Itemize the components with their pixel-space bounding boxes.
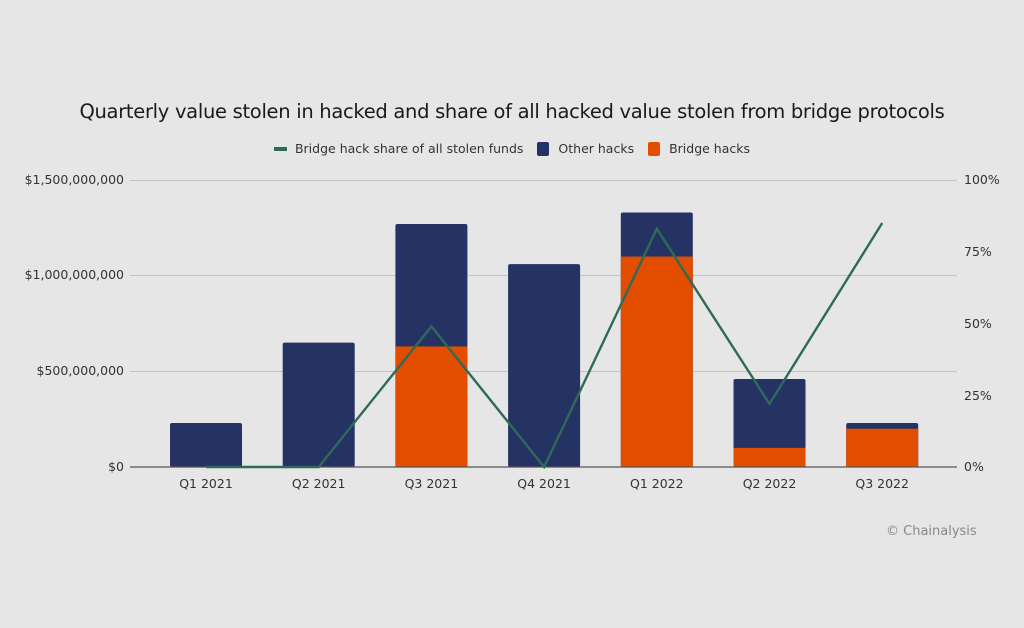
- bar-other-hacks: [170, 422, 242, 467]
- legend-item-bridge-hacks: Bridge hacks: [648, 141, 750, 156]
- legend-item-bridge-share: Bridge hack share of all stolen funds: [273, 141, 524, 156]
- x-axis-label: Q3 2022: [855, 476, 909, 491]
- legend-item-other-hacks: Other hacks: [537, 141, 634, 156]
- left-axis-tick: $1,000,000,000: [24, 267, 124, 282]
- bar-bridge-hacks: [395, 346, 468, 467]
- bar-series: [170, 212, 919, 467]
- bridge-share-line: [206, 222, 884, 470]
- right-axis-tick: 75%: [964, 244, 992, 259]
- bar-bridge-hacks: [733, 447, 806, 467]
- bar-bridge-hacks: [620, 256, 693, 467]
- right-axis-tick: 100%: [964, 172, 1000, 187]
- x-axis-label: Q1 2021: [179, 476, 233, 491]
- legend-label: Bridge hacks: [669, 141, 751, 156]
- bar-other-hacks: [282, 342, 355, 467]
- x-axis-label: Q1 2022: [630, 476, 684, 491]
- right-axis-tick: 50%: [964, 316, 992, 331]
- x-axis-label: Q2 2022: [742, 476, 797, 491]
- x-axis-label: Q2 2021: [291, 476, 346, 491]
- credit-text: © Chainalysis: [886, 524, 977, 539]
- right-axis-tick: 25%: [964, 388, 992, 403]
- chart-legend: Bridge hack share of all stolen funds Ot…: [0, 141, 1024, 156]
- legend-label: Other hacks: [558, 141, 635, 156]
- bar-other-hacks: [508, 264, 581, 467]
- left-axis-tick: $1,500,000,000: [24, 172, 124, 187]
- legend-label: Bridge hack share of all stolen funds: [294, 141, 524, 156]
- left-axis-tick: $0: [108, 459, 124, 474]
- legend-bar-swatch: [537, 141, 550, 156]
- chart-title: Quarterly value stolen in hacked and sha…: [79, 100, 945, 123]
- legend-bar-swatch: [648, 141, 661, 156]
- x-axis-label: Q4 2021: [517, 476, 571, 491]
- legend-line-swatch: [273, 146, 287, 151]
- x-axis-label: Q3 2021: [404, 476, 459, 491]
- left-axis-tick: $500,000,000: [36, 363, 124, 378]
- bar-other-hacks: [733, 378, 806, 467]
- right-axis-tick: 0%: [964, 459, 984, 474]
- bar-bridge-hacks: [846, 428, 919, 467]
